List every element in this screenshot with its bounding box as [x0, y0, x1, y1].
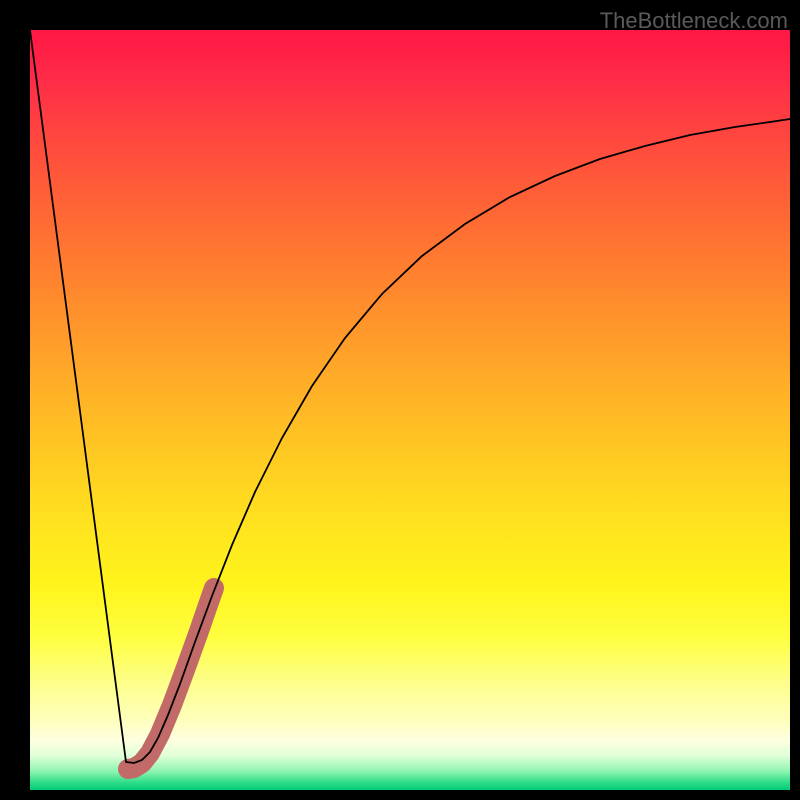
border-left: [0, 0, 30, 800]
watermark-text: TheBottleneck.com: [600, 8, 788, 34]
plot-background: [30, 30, 790, 790]
border-right: [790, 0, 800, 800]
chart-container: TheBottleneck.com: [0, 0, 800, 800]
chart-svg: [0, 0, 800, 800]
border-bottom: [0, 790, 800, 800]
